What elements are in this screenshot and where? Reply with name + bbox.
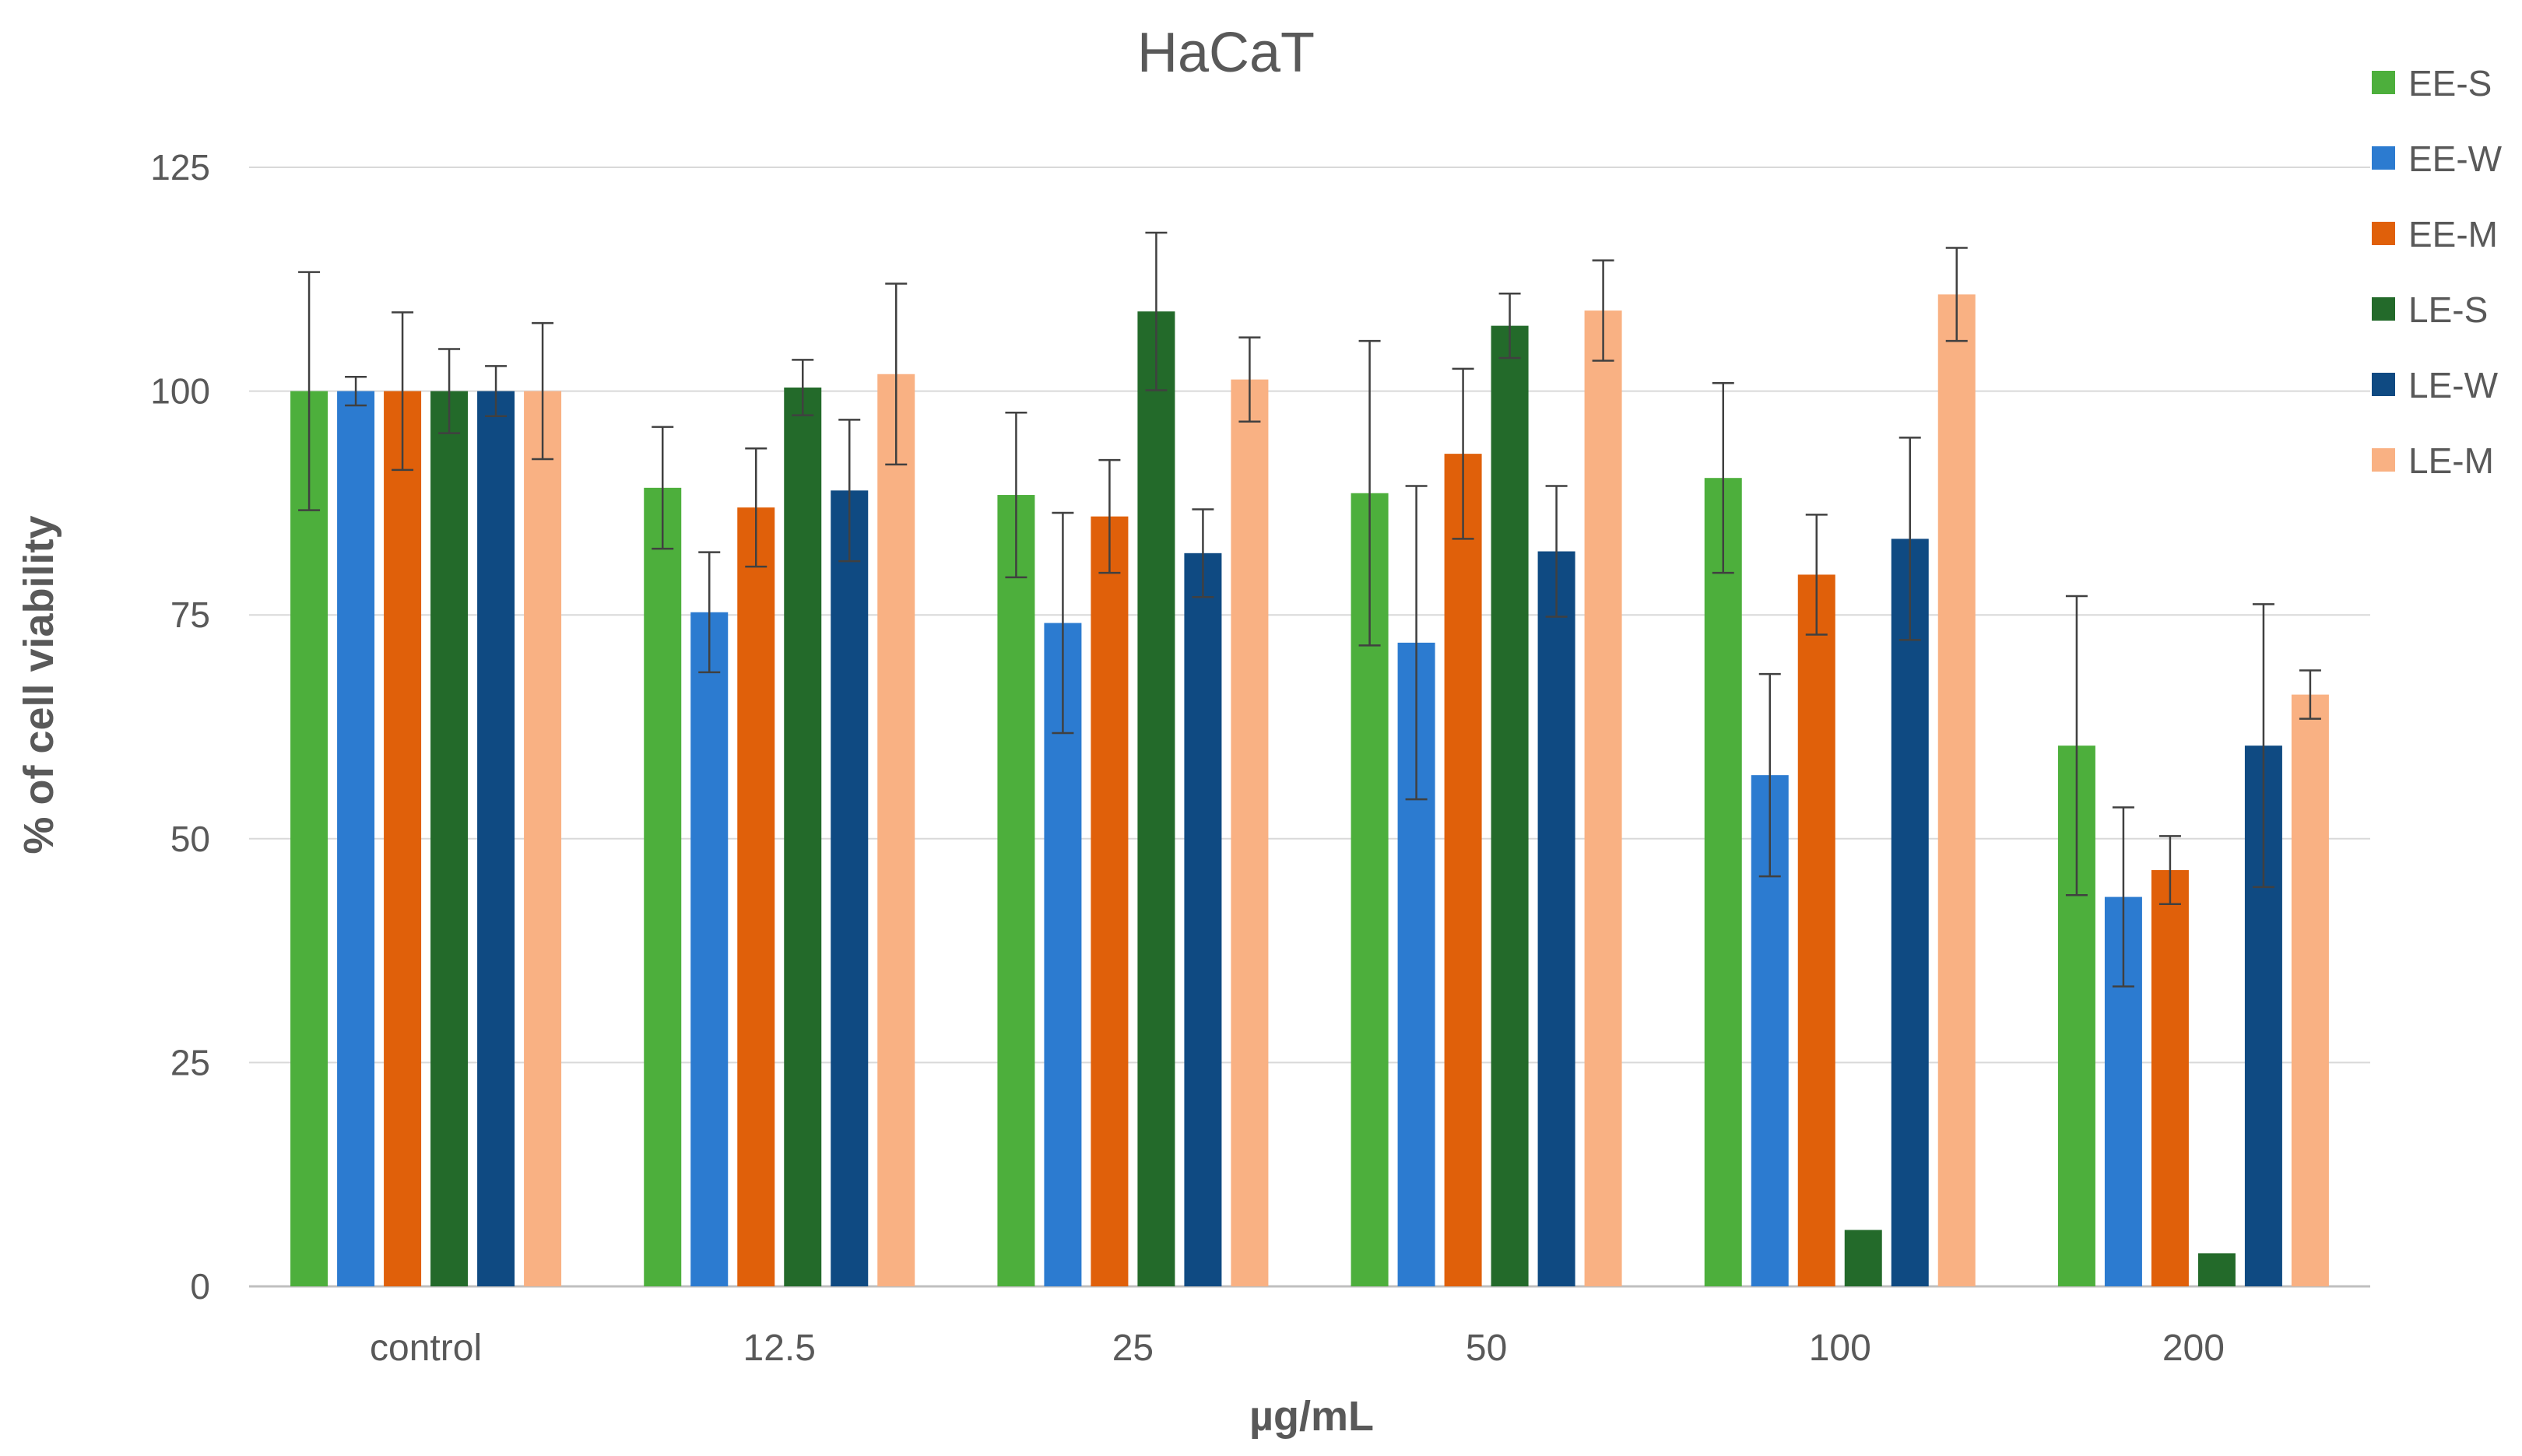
error-bar-ee-s-0 [298, 271, 321, 511]
legend-swatch-ee-m [2372, 222, 2395, 245]
y-tick-label: 125 [150, 147, 210, 188]
bar-le-w-0 [477, 391, 515, 1287]
bar-le-w-2 [1184, 553, 1222, 1286]
bar-le-m-2 [1231, 379, 1269, 1287]
x-tick-label: 12.5 [743, 1328, 816, 1369]
bar-le-w-3 [1537, 551, 1575, 1286]
error-bar-le-w-2 [1192, 508, 1214, 598]
error-bar-le-w-4 [1899, 437, 1921, 641]
error-bar-ee-m-4 [1805, 514, 1828, 636]
y-tick-label: 75 [170, 595, 210, 635]
error-bar-le-m-0 [532, 321, 554, 461]
error-bar-ee-m-2 [1098, 458, 1121, 574]
bar-le-w-4 [1891, 539, 1929, 1286]
error-bar-le-m-3 [1592, 259, 1614, 362]
error-bar-le-s-3 [1498, 292, 1521, 360]
x-tick-label: 200 [2162, 1328, 2225, 1369]
bars [290, 294, 2329, 1287]
y-tick-labels: 0 25 50 75 100 125 [150, 147, 210, 1307]
bar-le-w-1 [831, 490, 869, 1286]
error-bars [298, 231, 2321, 988]
legend-label-le-s: LE-S [2408, 289, 2488, 330]
error-bar-ee-w-0 [345, 375, 367, 407]
bar-ee-s-1 [644, 487, 682, 1286]
bar-ee-m-5 [2151, 870, 2189, 1286]
legend-label-ee-s: EE-S [2408, 63, 2492, 103]
bar-le-m-4 [1937, 294, 1976, 1286]
legend-swatch-le-s [2372, 297, 2395, 321]
bar-le-s-2 [1137, 311, 1175, 1287]
error-bar-ee-w-5 [2112, 806, 2134, 988]
error-bar-le-w-3 [1545, 485, 1568, 618]
error-bar-ee-w-1 [698, 551, 721, 674]
bar-ee-m-4 [1797, 574, 1835, 1286]
y-tick-label: 50 [170, 819, 210, 859]
legend-swatch-le-m [2372, 448, 2395, 472]
error-bar-le-w-1 [838, 419, 861, 563]
bar-le-s-4 [1844, 1230, 1882, 1286]
legend-swatch-ee-s [2372, 71, 2395, 94]
y-tick-label: 25 [170, 1042, 210, 1082]
x-tick-label: 100 [1809, 1328, 1871, 1369]
bar-le-s-5 [2197, 1253, 2236, 1286]
error-bar-ee-w-3 [1405, 485, 1428, 801]
error-bar-le-m-2 [1238, 336, 1261, 423]
bar-le-s-3 [1491, 325, 1529, 1286]
bar-le-m-1 [877, 374, 915, 1286]
error-bar-ee-s-1 [652, 426, 674, 550]
error-bar-le-s-2 [1145, 231, 1168, 391]
bar-le-m-3 [1584, 310, 1622, 1287]
error-bar-ee-s-5 [2065, 595, 2088, 896]
bar-ee-m-2 [1091, 516, 1129, 1286]
chart-title: HaCaT [1137, 22, 1315, 84]
bar-ee-m-0 [384, 391, 422, 1287]
y-tick-label: 0 [190, 1266, 210, 1307]
error-bar-le-s-0 [438, 348, 461, 434]
legend: EE-S EE-W EE-M LE-S LE-W LE-M [2372, 63, 2503, 481]
gridlines [249, 167, 2370, 1288]
error-bar-ee-m-1 [745, 447, 767, 568]
error-bar-ee-m-3 [1452, 367, 1474, 540]
error-bar-le-w-5 [2252, 603, 2274, 889]
bar-ee-m-1 [737, 507, 775, 1286]
error-bar-ee-w-2 [1052, 511, 1074, 735]
error-bar-le-s-1 [792, 359, 814, 416]
x-tick-label: 50 [1466, 1328, 1507, 1369]
x-tick-labels: control 12.5 25 50 100 200 [370, 1328, 2225, 1369]
error-bar-le-m-4 [1945, 247, 1968, 342]
bar-ee-s-2 [997, 495, 1035, 1286]
bar-ee-s-4 [1704, 478, 1742, 1287]
legend-label-ee-m: EE-M [2408, 214, 2498, 254]
x-axis-label: µg/mL [1249, 1393, 1374, 1440]
bar-le-m-5 [2291, 694, 2329, 1286]
y-tick-label: 100 [150, 371, 210, 412]
x-tick-label: 25 [1112, 1328, 1154, 1369]
y-axis-label: % of cell viability [16, 515, 62, 854]
bar-ee-w-1 [690, 612, 729, 1286]
bar-ee-s-0 [290, 391, 328, 1287]
error-bar-le-w-0 [485, 365, 508, 418]
legend-swatch-le-w [2372, 373, 2395, 396]
error-bar-le-m-5 [2299, 669, 2321, 720]
error-bar-ee-m-0 [392, 311, 414, 472]
x-tick-label: control [370, 1328, 482, 1369]
error-bar-ee-m-5 [2158, 835, 2181, 906]
legend-label-ee-w: EE-W [2408, 139, 2503, 179]
bar-le-s-0 [430, 391, 469, 1287]
error-bar-ee-s-3 [1358, 339, 1381, 647]
legend-swatch-ee-w [2372, 146, 2395, 170]
error-bar-ee-s-4 [1712, 381, 1734, 574]
bar-ee-m-3 [1444, 454, 1482, 1287]
bar-le-s-1 [784, 387, 822, 1286]
error-bar-le-m-1 [885, 282, 908, 466]
legend-label-le-m: LE-M [2408, 440, 2494, 481]
error-bar-ee-w-4 [1758, 672, 1781, 878]
bar-le-m-0 [524, 391, 562, 1287]
legend-label-le-w: LE-W [2408, 365, 2499, 405]
error-bar-ee-s-2 [1005, 411, 1027, 579]
bar-ee-w-0 [337, 391, 375, 1287]
